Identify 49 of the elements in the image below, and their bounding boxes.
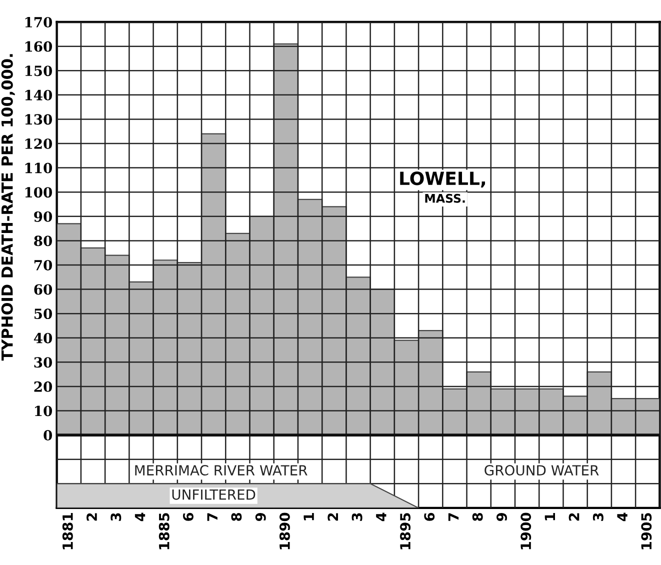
x-tick-label: 1900	[520, 512, 532, 550]
x-tick-label: 1881	[62, 513, 73, 550]
x-tick-label: 2	[328, 513, 338, 521]
x-tick-label: 3	[352, 513, 362, 521]
x-tick-label: 3	[592, 513, 604, 521]
annotation: UNFILTERED	[172, 489, 256, 500]
y-tick-label: 70	[34, 260, 52, 270]
y-tick-label: 120	[25, 138, 52, 149]
y-tick-label: 80	[34, 236, 52, 246]
x-tick-label: 7	[448, 513, 459, 521]
x-tick-label: 3	[110, 513, 122, 521]
y-tick-label: 40	[34, 332, 52, 344]
y-tick-label: 0	[44, 430, 52, 441]
y-axis-title: TYPHOID DEATH-RATE PER 100,000.	[1, 54, 15, 361]
y-tick-label: 110	[25, 162, 52, 174]
y-tick-label: 90	[34, 211, 52, 222]
y-tick-label: 10	[35, 406, 52, 416]
y-tick-label: 160	[25, 41, 52, 52]
y-tick-label: 140	[25, 90, 52, 100]
x-tick-label: 2	[86, 513, 97, 521]
x-tick-label: 8	[231, 512, 242, 521]
annotation: GROUND WATER	[484, 465, 599, 476]
x-tick-label: 8	[472, 512, 483, 521]
x-tick-label: 2	[568, 513, 580, 521]
y-tick-label: 30	[34, 357, 52, 368]
x-tick-label: 1	[304, 513, 314, 520]
x-tick-label: 4	[134, 512, 146, 522]
x-tick-label: 7	[207, 513, 218, 521]
x-tick-label: 6	[183, 512, 194, 521]
x-tick-label: 9	[496, 512, 507, 522]
text: MASS.	[425, 194, 465, 203]
y-tick-label: 150	[25, 66, 52, 76]
x-tick-label: 4	[376, 512, 386, 522]
x-tick-label: 1885	[158, 513, 170, 550]
y-tick-label: 60	[34, 284, 52, 295]
y-tick-label: 130	[25, 114, 52, 125]
text: LOWELL,	[400, 172, 485, 188]
y-tick-label: 50	[34, 308, 52, 320]
y-tick-label: 170	[25, 17, 52, 28]
x-tick-label: 1890	[279, 512, 290, 550]
x-tick-label: 1	[544, 513, 555, 520]
annotation: MERRIMAC RIVER WATER	[135, 465, 308, 476]
x-tick-label: 9	[255, 512, 266, 522]
y-tick-label: 100	[25, 187, 52, 198]
x-tick-label: 1895	[400, 513, 411, 550]
y-tick-label: 20	[34, 381, 52, 392]
x-tick-label: 4	[617, 512, 628, 522]
x-tick-label: 6	[424, 512, 435, 521]
x-tick-label: 1905	[641, 513, 652, 550]
